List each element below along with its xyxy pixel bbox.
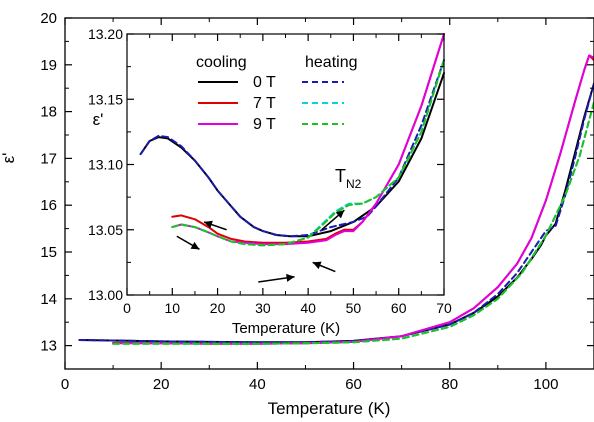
main-x-tick-label: 0 bbox=[61, 376, 69, 393]
inset-x-tick-label: 20 bbox=[210, 300, 226, 316]
inset-y-tick-label: 13.10 bbox=[88, 157, 123, 173]
main-y-tick-label: 13 bbox=[40, 338, 57, 355]
inset-y-tick-label: 13.00 bbox=[88, 287, 123, 303]
tn2-subscript: N2 bbox=[346, 177, 362, 191]
inset-series-5 bbox=[171, 59, 445, 247]
inset-y-tick-label: 13.05 bbox=[88, 222, 123, 238]
inset-arrow-head bbox=[286, 273, 295, 282]
inset-arrow-head bbox=[203, 220, 213, 229]
inset-y-axis-title: ε' bbox=[93, 110, 104, 129]
inset-series-1 bbox=[139, 59, 445, 238]
main-y-tick-label: 16 bbox=[40, 197, 57, 214]
main-x-tick-label: 100 bbox=[533, 376, 558, 393]
main-y-ticks: 13 14 15 16 17 18 19 20 bbox=[40, 10, 594, 355]
main-y-tick-label: 14 bbox=[40, 291, 57, 308]
main-x-axis-title: Temperature (K) bbox=[268, 399, 391, 418]
main-x-tick-label: 20 bbox=[153, 376, 170, 393]
inset-x-tick-label: 0 bbox=[123, 300, 131, 316]
inset-x-ticks: 0 10 20 30 40 50 60 70 bbox=[123, 34, 452, 316]
main-y-tick-label: 18 bbox=[40, 104, 57, 121]
inset-x-tick-label: 70 bbox=[436, 300, 452, 316]
tn2-annotation: TN2 bbox=[335, 166, 362, 191]
inset-y-tick-label: 13.20 bbox=[88, 26, 123, 42]
inset-x-axis-title: Temperature (K) bbox=[232, 320, 340, 337]
legend-header-heating: heating bbox=[305, 54, 358, 71]
inset-y-tick-label: 13.15 bbox=[88, 91, 123, 107]
main-x-tick-label: 60 bbox=[345, 376, 362, 393]
legend-entry-label: 0 T bbox=[253, 74, 276, 91]
inset-arrow-head bbox=[312, 261, 322, 270]
main-x-tick-label: 40 bbox=[249, 376, 266, 393]
main-plot-frame bbox=[64, 17, 594, 370]
inset-legend: cooling heating 0 T 7 T 9 T bbox=[196, 54, 358, 133]
inset-arrow-head bbox=[335, 210, 345, 219]
main-y-tick-label: 15 bbox=[40, 244, 57, 261]
main-series-5 bbox=[112, 101, 594, 345]
inset-plot: 0 10 20 30 40 50 60 70 13.00 13.05 13.10 13.15 13.2… bbox=[88, 26, 452, 337]
main-x-ticks: 0 20 40 60 80 100 bbox=[61, 18, 558, 393]
inset-y-ticks: 13.00 13.05 13.10 13.15 13.20 bbox=[88, 26, 444, 303]
inset-x-tick-label: 50 bbox=[346, 300, 362, 316]
inset-x-tick-label: 60 bbox=[391, 300, 407, 316]
legend-entry-label: 9 T bbox=[253, 116, 276, 133]
main-x-tick-label: 80 bbox=[441, 376, 458, 393]
inset-arrow-head bbox=[190, 241, 200, 250]
legend-entry-label: 7 T bbox=[253, 95, 276, 112]
main-y-tick-label: 20 bbox=[40, 10, 57, 27]
inset-x-tick-label: 40 bbox=[300, 300, 316, 316]
legend-header-cooling: cooling bbox=[196, 54, 247, 71]
main-y-tick-label: 17 bbox=[40, 150, 57, 167]
main-y-axis-title: ε' bbox=[0, 153, 18, 164]
inset-background bbox=[127, 34, 444, 295]
main-y-tick-label: 19 bbox=[40, 57, 57, 74]
inset-series-3 bbox=[171, 33, 445, 246]
legend-rows: 0 T 7 T 9 T bbox=[198, 74, 344, 133]
inset-arrows-group bbox=[176, 209, 345, 283]
inset-series-group bbox=[139, 33, 445, 247]
inset-x-tick-label: 30 bbox=[255, 300, 271, 316]
main-series-group bbox=[78, 54, 594, 345]
inset-x-tick-label: 10 bbox=[164, 300, 180, 316]
tn2-main: T bbox=[335, 166, 346, 186]
